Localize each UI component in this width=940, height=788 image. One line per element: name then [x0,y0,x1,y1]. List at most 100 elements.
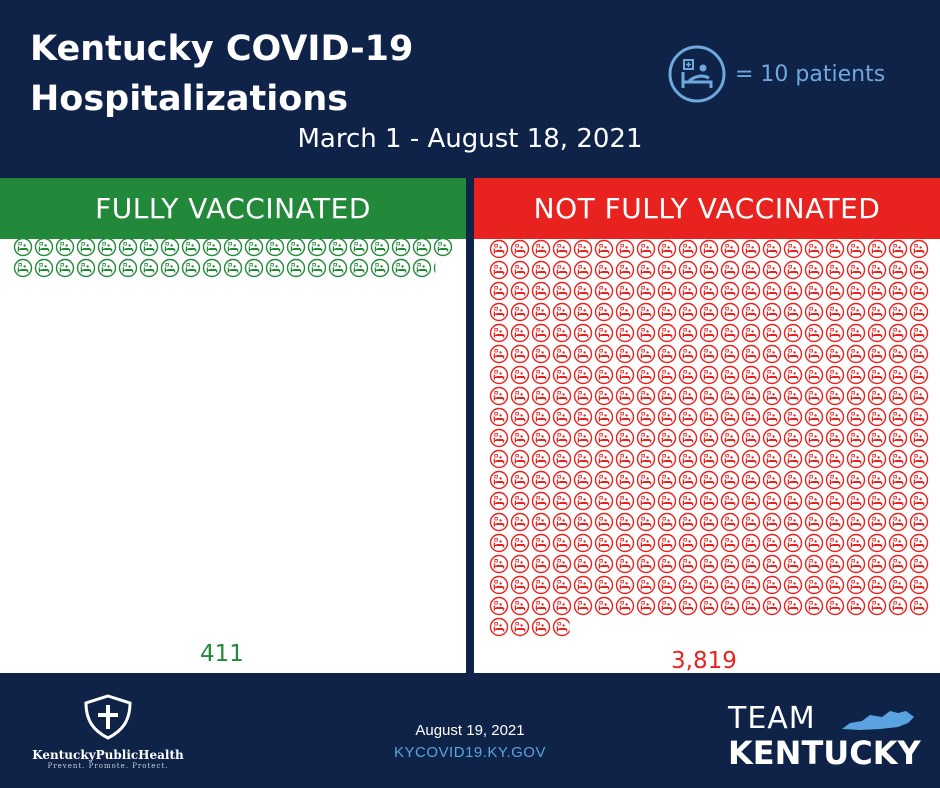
unvaccinated-patient-icon-22 [510,260,530,280]
unvaccinated-patient-icon-305 [720,533,740,553]
unvaccinated-patient-icon-117 [741,344,761,364]
unvaccinated-patient-icon-285 [741,512,761,532]
unvaccinated-patient-icon-303 [678,533,698,553]
unvaccinated-patient-icon-323 [657,554,677,574]
unvaccinated-patient-icon-221 [720,449,740,469]
unvaccinated-patient-icon-55 [762,281,782,301]
unvaccinated-patient-icon-113 [657,344,677,364]
unvaccinated-patient-icon-188 [909,407,929,427]
unvaccinated-patient-icon-37 [825,260,845,280]
unvaccinated-patient-icon-337 [510,575,530,595]
unvaccinated-header: NOT FULLY VACCINATED [474,178,940,239]
unvaccinated-patient-icon-344 [657,575,677,595]
unvaccinated-patient-icon-245 [783,470,803,490]
unvaccinated-patient-icon-370 [762,596,782,616]
unvaccinated-patient-icon-88 [573,323,593,343]
unvaccinated-patient-icon-215 [594,449,614,469]
vaccinated-patient-icon-17 [370,239,390,257]
unvaccinated-patient-icon-186 [867,407,887,427]
unvaccinated-patient-icon-81 [867,302,887,322]
unvaccinated-patient-icon-353 [846,575,866,595]
unvaccinated-patient-icon-333 [867,554,887,574]
vaccinated-patient-icon-11 [244,239,264,257]
unvaccinated-patient-icon-374 [846,596,866,616]
unvaccinated-patient-icon-3 [552,239,572,259]
unvaccinated-patient-icon-189 [489,428,509,448]
unvaccinated-patient-icon-57 [804,281,824,301]
unvaccinated-patient-icon-260 [657,491,677,511]
unvaccinated-patient-icon-180 [741,407,761,427]
unvaccinated-patient-icon-143 [846,365,866,385]
unvaccinated-patient-icon-100 [825,323,845,343]
unvaccinated-patient-icon-51 [678,281,698,301]
unvaccinated-patient-icon-145 [888,365,908,385]
unvaccinated-patient-icon-169 [510,407,530,427]
unvaccinated-patient-icon-360 [552,596,572,616]
unvaccinated-patient-icon-345 [678,575,698,595]
unvaccinated-patient-icon-376 [888,596,908,616]
vaccinated-header: FULLY VACCINATED [0,178,466,239]
unvaccinated-patient-icon-29 [657,260,677,280]
unvaccinated-patient-icon-34 [762,260,782,280]
vaccinated-patient-icon-2 [55,239,75,257]
vaccinated-patient-icon-0 [13,239,33,257]
unvaccinated-patient-icon-139 [762,365,782,385]
unvaccinated-patient-icon-191 [531,428,551,448]
unvaccinated-patient-icon-249 [867,470,887,490]
unvaccinated-patient-icon-87 [552,323,572,343]
unvaccinated-patient-icon-256 [573,491,593,511]
unvaccinated-patient-icon-381 [552,617,570,637]
unvaccinated-patient-icon-151 [573,386,593,406]
unvaccinated-patient-icon-160 [762,386,782,406]
unvaccinated-patient-icon-80 [846,302,866,322]
unvaccinated-patient-icon-124 [888,344,908,364]
unvaccinated-patient-icon-63 [489,302,509,322]
unvaccinated-patient-icon-299 [594,533,614,553]
vaccinated-patient-icon-24 [76,258,96,278]
unvaccinated-patient-icon-43 [510,281,530,301]
unvaccinated-patient-icon-247 [825,470,845,490]
unvaccinated-patient-icon-246 [804,470,824,490]
unvaccinated-patient-icon-167 [909,386,929,406]
unvaccinated-patient-icon-283 [699,512,719,532]
vaccinated-patient-icon-31 [223,258,243,278]
org-name: KentuckyPublicHealth [32,748,184,762]
unvaccinated-patient-icon-20 [909,239,929,259]
unvaccinated-patient-icon-86 [531,323,551,343]
unvaccinated-patient-icon-2 [531,239,551,259]
unvaccinated-patient-icon-328 [762,554,782,574]
unvaccinated-patient-icon-206 [846,428,866,448]
unvaccinated-patient-icon-364 [636,596,656,616]
unvaccinated-patient-icon-50 [657,281,677,301]
unvaccinated-patient-icon-289 [825,512,845,532]
unvaccinated-patient-icon-181 [762,407,782,427]
vaccinated-patient-icon-1 [34,239,54,257]
unvaccinated-patient-icon-66 [552,302,572,322]
unvaccinated-patient-icon-148 [510,386,530,406]
unvaccinated-patient-icon-380 [531,617,551,637]
vaccinated-patient-icon-25 [97,258,117,278]
unvaccinated-patient-icon-355 [888,575,908,595]
unvaccinated-patient-icon-331 [825,554,845,574]
unvaccinated-patient-icon-356 [909,575,929,595]
unvaccinated-patient-icon-164 [846,386,866,406]
vaccinated-patient-icon-32 [244,258,264,278]
unvaccinated-patient-icon-70 [636,302,656,322]
unvaccinated-patient-icon-268 [825,491,845,511]
website-link[interactable]: KYCOVID19.KY.GOV [394,744,546,761]
vaccinated-patient-icon-16 [349,239,369,257]
unvaccinated-patient-icon-110 [594,344,614,364]
unvaccinated-patient-icon-298 [573,533,593,553]
vaccinated-patient-icon-41 [433,262,436,274]
unvaccinated-patient-icon-235 [573,470,593,490]
unvaccinated-patient-icon-291 [867,512,887,532]
unvaccinated-patient-icon-212 [531,449,551,469]
chart-subtitle: March 1 - August 18, 2021 [297,124,643,154]
unvaccinated-patient-icon-213 [552,449,572,469]
unvaccinated-patient-icon-104 [909,323,929,343]
unvaccinated-patient-icon-202 [762,428,782,448]
unvaccinated-patient-icon-253 [510,491,530,511]
unvaccinated-patient-icon-125 [909,344,929,364]
unvaccinated-patient-icon-76 [762,302,782,322]
unvaccinated-patient-icon-105 [489,344,509,364]
